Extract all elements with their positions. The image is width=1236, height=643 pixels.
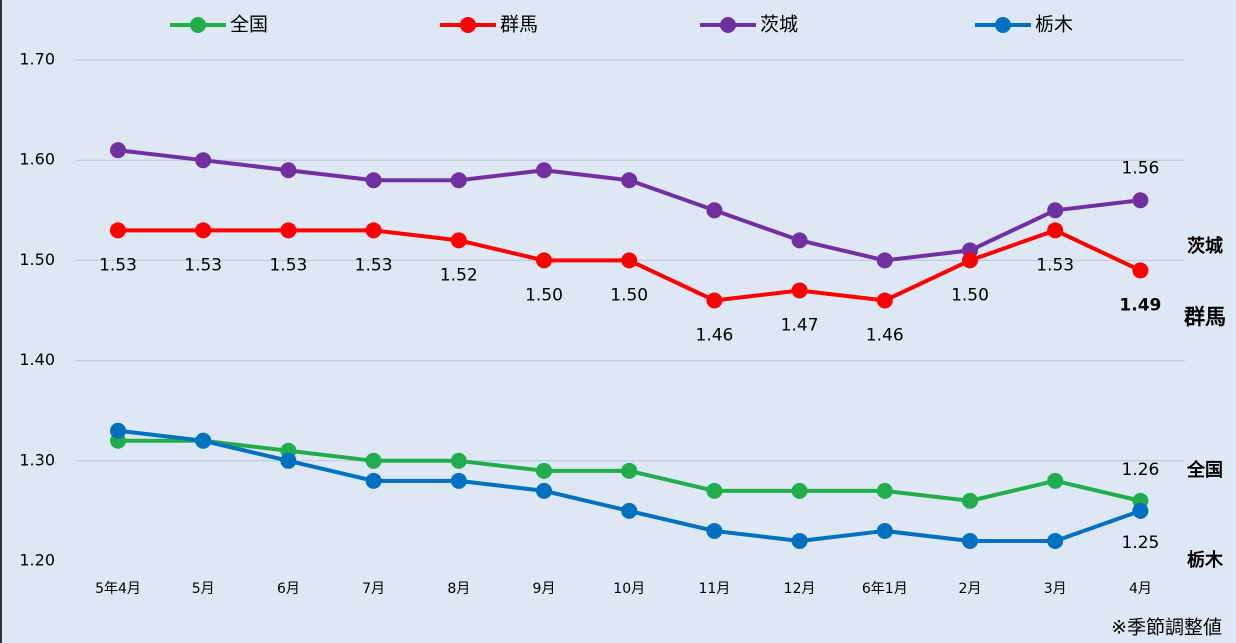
data-point: [876, 252, 893, 269]
data-point: [876, 482, 893, 499]
data-label: 1.50: [951, 285, 989, 305]
data-point: [876, 292, 893, 309]
data-point: [706, 522, 723, 539]
data-point: [280, 222, 297, 239]
data-point: [450, 452, 467, 469]
data-point: [791, 482, 808, 499]
data-point: [962, 492, 978, 509]
x-tick-label: 9月: [533, 581, 556, 597]
series-end-label: 群馬: [1184, 305, 1226, 329]
x-tick-label: 12月: [784, 581, 816, 597]
data-point: [280, 162, 297, 179]
y-tick-label: 1.60: [19, 150, 55, 169]
data-label: 1.53: [1036, 255, 1074, 275]
data-label: 1.53: [269, 255, 307, 275]
data-point: [195, 222, 212, 239]
data-point: [450, 232, 467, 249]
legend-label: 茨城: [760, 14, 798, 36]
data-point: [791, 532, 808, 549]
x-tick-label: 5月: [192, 581, 215, 597]
data-point: [876, 522, 893, 539]
legend-label: 群馬: [500, 14, 538, 36]
data-point: [365, 452, 382, 469]
legend-marker: [995, 17, 1011, 33]
series-end-label: 栃木: [1187, 549, 1224, 571]
data-point: [450, 172, 467, 189]
data-point: [195, 432, 212, 449]
x-tick-label: 3月: [1044, 581, 1067, 597]
data-point: [450, 472, 467, 489]
data-point: [1132, 502, 1149, 519]
data-point: [1047, 222, 1064, 239]
data-point: [1132, 262, 1149, 279]
data-label: 1.46: [695, 325, 733, 345]
data-point: [621, 172, 638, 189]
x-tick-label: 2月: [959, 581, 982, 597]
data-point: [621, 252, 638, 269]
x-tick-label: 10月: [613, 581, 645, 597]
x-tick-label: 8月: [447, 581, 470, 597]
data-label: 1.52: [440, 265, 478, 285]
data-point: [706, 482, 723, 499]
data-point: [365, 172, 382, 189]
data-point: [962, 252, 978, 269]
legend-label: 全国: [230, 14, 268, 36]
y-tick-label: 1.50: [19, 250, 55, 269]
data-label: 1.26: [1121, 460, 1159, 480]
legend-marker: [460, 17, 476, 33]
y-tick-label: 1.40: [19, 350, 55, 369]
data-label: 1.53: [99, 255, 137, 275]
data-point: [791, 232, 808, 249]
data-label: 1.50: [525, 285, 563, 305]
x-tick-label: 6年1月: [862, 581, 908, 597]
series-end-label: 全国: [1186, 459, 1223, 481]
data-point: [195, 152, 212, 169]
y-tick-label: 1.30: [19, 450, 55, 469]
legend-label: 栃木: [1035, 14, 1073, 36]
data-point: [621, 462, 638, 479]
data-point: [706, 202, 723, 219]
data-point: [1047, 472, 1064, 489]
data-point: [791, 282, 808, 299]
annotation: ※季節調整値: [1111, 617, 1222, 639]
data-label: 1.56: [1121, 158, 1159, 178]
data-point: [110, 142, 126, 159]
y-tick-label: 1.70: [19, 50, 55, 69]
data-point: [1132, 192, 1149, 209]
data-point: [706, 292, 723, 309]
data-label: 1.49: [1119, 295, 1161, 315]
data-point: [962, 532, 978, 549]
data-point: [110, 222, 126, 239]
data-point: [365, 472, 382, 489]
data-point: [536, 162, 552, 179]
data-point: [110, 422, 126, 439]
data-point: [536, 462, 552, 479]
data-point: [365, 222, 382, 239]
data-point: [280, 452, 297, 469]
data-label: 1.53: [355, 255, 393, 275]
data-label: 1.53: [184, 255, 222, 275]
data-point: [1047, 202, 1064, 219]
legend-marker: [720, 17, 736, 33]
x-tick-label: 4月: [1129, 581, 1152, 597]
data-point: [536, 482, 552, 499]
x-tick-label: 5年4月: [95, 581, 141, 597]
data-point: [621, 502, 638, 519]
data-label: 1.50: [610, 285, 648, 305]
data-point: [1047, 532, 1064, 549]
data-label: 1.25: [1121, 533, 1159, 553]
data-label: 1.46: [866, 325, 904, 345]
data-point: [536, 252, 552, 269]
data-label: 1.47: [781, 315, 819, 335]
x-tick-label: 7月: [362, 581, 385, 597]
series-end-label: 茨城: [1187, 235, 1223, 257]
x-tick-label: 6月: [277, 581, 300, 597]
x-tick-label: 11月: [698, 581, 730, 597]
legend-marker: [190, 17, 206, 33]
y-tick-label: 1.20: [19, 551, 55, 570]
